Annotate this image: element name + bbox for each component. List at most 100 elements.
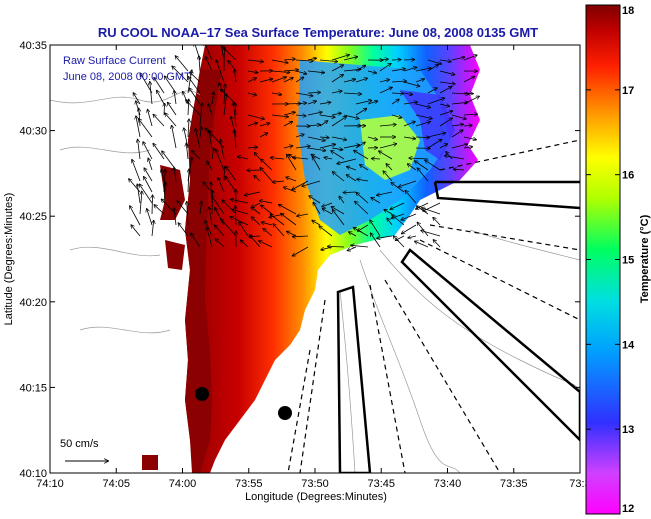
current-vector bbox=[367, 136, 377, 140]
x-axis-label: Longitude (Degrees:Minutes) bbox=[245, 491, 387, 503]
colorbar-tick-label: 12 bbox=[622, 503, 634, 515]
current-vector bbox=[451, 93, 469, 94]
current-vector bbox=[165, 113, 177, 127]
current-vector bbox=[295, 146, 310, 148]
current-vector bbox=[307, 92, 320, 93]
current-vector bbox=[283, 146, 293, 148]
current-vector bbox=[427, 59, 441, 64]
current-vector bbox=[212, 148, 214, 160]
current-vector bbox=[319, 60, 338, 62]
current-vector bbox=[224, 167, 225, 182]
current-vector bbox=[222, 46, 237, 61]
current-vector bbox=[259, 79, 273, 83]
current-vector bbox=[207, 161, 213, 171]
current-vector bbox=[215, 225, 225, 237]
current-vector bbox=[333, 172, 345, 182]
current-vector bbox=[209, 207, 213, 226]
current-vector bbox=[312, 221, 321, 226]
current-vector bbox=[247, 147, 257, 148]
current-vector bbox=[200, 201, 202, 215]
current-vector bbox=[408, 236, 417, 238]
current-vector bbox=[174, 208, 176, 226]
current-vector bbox=[279, 205, 297, 215]
current-vector bbox=[379, 125, 396, 127]
current-vector bbox=[343, 79, 355, 83]
current-vector bbox=[367, 101, 378, 105]
current-vector bbox=[144, 177, 153, 193]
current-vector bbox=[260, 168, 273, 182]
y-tick-label: 40:25 bbox=[19, 211, 47, 223]
bathymetry-contours bbox=[50, 90, 580, 473]
current-vector bbox=[259, 241, 273, 248]
current-vector bbox=[187, 202, 188, 226]
x-tick-label: 73:45 bbox=[367, 478, 395, 490]
current-vector bbox=[205, 57, 213, 72]
colorbar-tick-label: 18 bbox=[622, 5, 634, 17]
current-vector bbox=[463, 136, 476, 140]
current-vector bbox=[319, 226, 333, 237]
current-vector bbox=[331, 136, 346, 140]
current-vector bbox=[402, 224, 417, 234]
current-vector bbox=[254, 176, 261, 182]
current-vector bbox=[433, 218, 441, 226]
current-vector bbox=[143, 142, 153, 160]
current-vector bbox=[331, 65, 343, 72]
current-vector bbox=[172, 66, 189, 83]
current-vector bbox=[439, 144, 447, 149]
current-vector bbox=[207, 228, 213, 248]
current-vector bbox=[425, 160, 441, 171]
current-vector bbox=[295, 70, 307, 74]
current-vector bbox=[415, 241, 429, 248]
current-vector bbox=[427, 133, 445, 138]
colorbar-tick-label: 14 bbox=[622, 339, 635, 351]
current-vector bbox=[415, 161, 429, 171]
current-vector bbox=[356, 193, 369, 204]
current-vector bbox=[439, 87, 452, 94]
current-vector bbox=[357, 179, 369, 181]
current-vector bbox=[307, 125, 320, 126]
current-vector bbox=[286, 177, 297, 182]
current-vector bbox=[152, 195, 153, 215]
current-vector bbox=[451, 114, 466, 119]
y-axis-label: Latitude (Degrees:Minutes) bbox=[3, 193, 15, 326]
current-vector bbox=[191, 233, 201, 248]
current-vector bbox=[295, 103, 306, 104]
current-vector bbox=[293, 157, 309, 159]
current-vector bbox=[199, 103, 202, 127]
current-vector bbox=[247, 93, 256, 95]
current-vector bbox=[295, 134, 304, 138]
current-vector bbox=[386, 164, 393, 171]
current-vector bbox=[188, 169, 189, 193]
current-vector bbox=[172, 126, 177, 149]
current-vector bbox=[439, 111, 453, 116]
legend-line-1: Raw Surface Current bbox=[63, 55, 166, 67]
current-vector bbox=[391, 69, 405, 72]
current-vector bbox=[270, 214, 285, 226]
legend-line-2: June 08, 2008 00:00 GMT bbox=[63, 71, 191, 83]
current-vector bbox=[307, 136, 325, 141]
current-vector bbox=[247, 78, 256, 83]
current-vector bbox=[408, 164, 417, 171]
current-vector bbox=[130, 206, 141, 226]
current-vector bbox=[150, 82, 153, 105]
x-tick-label: 73:40 bbox=[434, 478, 462, 490]
current-vector bbox=[307, 147, 326, 151]
current-vector bbox=[392, 215, 405, 226]
current-vector bbox=[295, 60, 313, 61]
current-vector bbox=[360, 165, 369, 171]
current-vector bbox=[271, 115, 288, 117]
current-vectors bbox=[129, 45, 479, 256]
current-vector bbox=[370, 220, 381, 237]
current-vector bbox=[292, 180, 309, 190]
current-vector bbox=[231, 199, 249, 204]
current-vector bbox=[188, 77, 201, 94]
current-vector bbox=[331, 75, 343, 83]
current-vector bbox=[168, 102, 177, 116]
current-vector bbox=[463, 55, 477, 61]
current-vector bbox=[221, 89, 237, 105]
sst-nearshore-patches bbox=[142, 165, 185, 470]
current-vector bbox=[281, 213, 297, 226]
sst-warm-eddy bbox=[360, 115, 420, 180]
current-vector bbox=[331, 148, 343, 150]
current-vector bbox=[247, 114, 264, 119]
